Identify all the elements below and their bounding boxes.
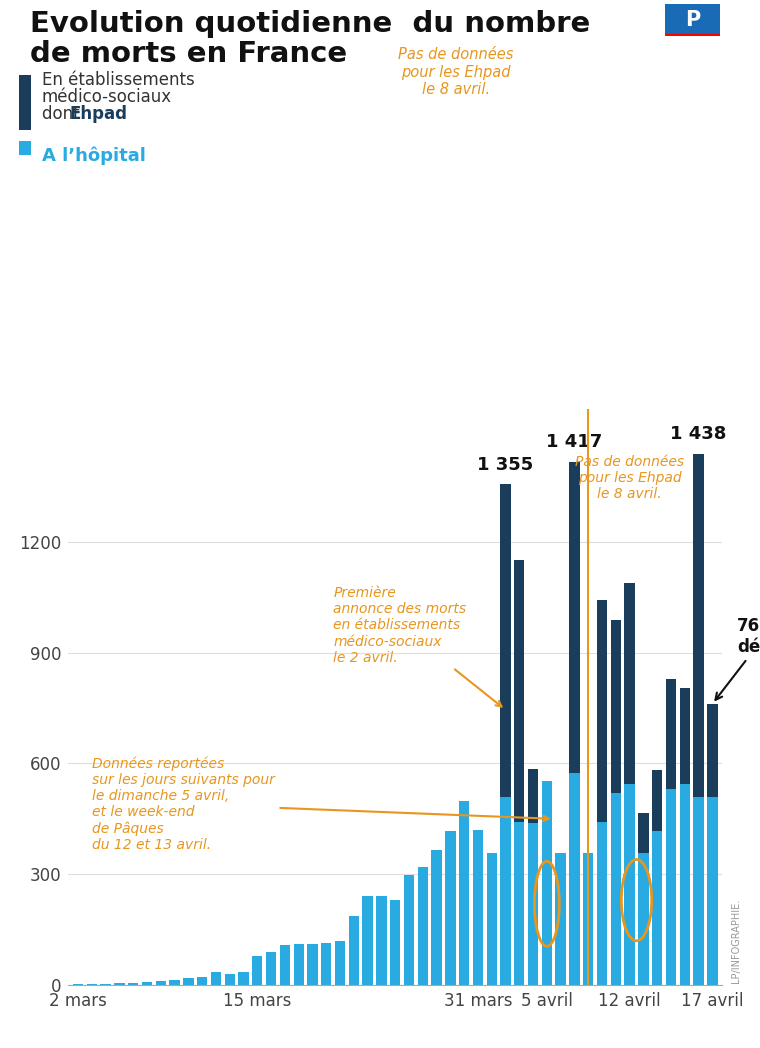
- Text: médico-sociaux: médico-sociaux: [42, 88, 172, 106]
- Bar: [638, 812, 648, 853]
- Text: Première
annonce des morts
en établissements
médico-sociaux
le 2 avril.: Première annonce des morts en établissem…: [333, 586, 502, 706]
- Text: Ehpad: Ehpad: [70, 105, 128, 123]
- Bar: [445, 831, 455, 985]
- Bar: [197, 978, 207, 985]
- Bar: [514, 560, 524, 823]
- Bar: [280, 945, 290, 985]
- Text: Pas de données
pour les Ehpad
le 8 avril.: Pas de données pour les Ehpad le 8 avril…: [575, 455, 684, 501]
- Text: Pas de données
pour les Ehpad
le 8 avril.: Pas de données pour les Ehpad le 8 avril…: [398, 47, 514, 97]
- Bar: [679, 785, 690, 985]
- Bar: [528, 823, 538, 985]
- Bar: [610, 619, 621, 793]
- Bar: [266, 953, 277, 985]
- Bar: [528, 769, 538, 823]
- Bar: [652, 831, 663, 985]
- Text: 1 438: 1 438: [670, 425, 727, 443]
- Bar: [432, 850, 442, 985]
- Bar: [693, 798, 704, 985]
- Bar: [100, 984, 111, 985]
- Text: 761
décès: 761 décès: [715, 617, 760, 700]
- Bar: [224, 975, 235, 985]
- Text: En établissements: En établissements: [42, 71, 195, 89]
- Bar: [349, 916, 359, 985]
- Bar: [500, 798, 511, 985]
- Bar: [335, 941, 345, 985]
- Text: dont: dont: [42, 105, 84, 123]
- Bar: [597, 601, 607, 823]
- Bar: [183, 979, 194, 985]
- Bar: [307, 944, 318, 985]
- Bar: [652, 769, 663, 831]
- Bar: [486, 853, 497, 985]
- Text: P: P: [685, 9, 700, 30]
- Bar: [156, 981, 166, 985]
- Bar: [707, 798, 717, 985]
- Bar: [679, 689, 690, 785]
- Bar: [169, 980, 180, 985]
- Bar: [239, 971, 249, 985]
- Bar: [666, 789, 676, 985]
- Bar: [459, 801, 470, 985]
- Text: de morts en France: de morts en France: [30, 40, 347, 68]
- Bar: [211, 971, 221, 985]
- Bar: [707, 704, 717, 798]
- Bar: [569, 773, 580, 985]
- Bar: [114, 983, 125, 985]
- Bar: [128, 983, 138, 985]
- Bar: [569, 461, 580, 773]
- Bar: [293, 944, 304, 985]
- Bar: [321, 943, 331, 985]
- Bar: [363, 896, 373, 985]
- Text: A l’hôpital: A l’hôpital: [42, 147, 146, 166]
- Text: Données reportées
sur les jours suivants pour
le dimanche 5 avril,
et le week-en: Données reportées sur les jours suivants…: [92, 756, 549, 852]
- Text: 1 355: 1 355: [477, 456, 534, 474]
- Bar: [73, 984, 84, 985]
- Bar: [583, 853, 594, 985]
- Bar: [376, 896, 387, 985]
- Text: Evolution quotidienne  du nombre: Evolution quotidienne du nombre: [30, 10, 591, 39]
- Bar: [693, 454, 704, 798]
- Bar: [542, 781, 552, 985]
- Bar: [417, 868, 428, 985]
- Bar: [500, 484, 511, 798]
- Bar: [638, 853, 648, 985]
- Bar: [610, 793, 621, 985]
- Bar: [142, 982, 152, 985]
- Bar: [556, 853, 566, 985]
- Bar: [625, 785, 635, 985]
- Bar: [473, 830, 483, 985]
- Text: 1 417: 1 417: [546, 433, 603, 452]
- Text: LP/INFOGRAPHIE.: LP/INFOGRAPHIE.: [731, 899, 741, 983]
- Bar: [597, 823, 607, 985]
- Bar: [390, 900, 401, 985]
- Bar: [625, 583, 635, 785]
- Bar: [514, 823, 524, 985]
- Bar: [404, 875, 414, 985]
- Bar: [252, 956, 262, 985]
- Bar: [666, 679, 676, 789]
- Bar: [87, 984, 97, 985]
